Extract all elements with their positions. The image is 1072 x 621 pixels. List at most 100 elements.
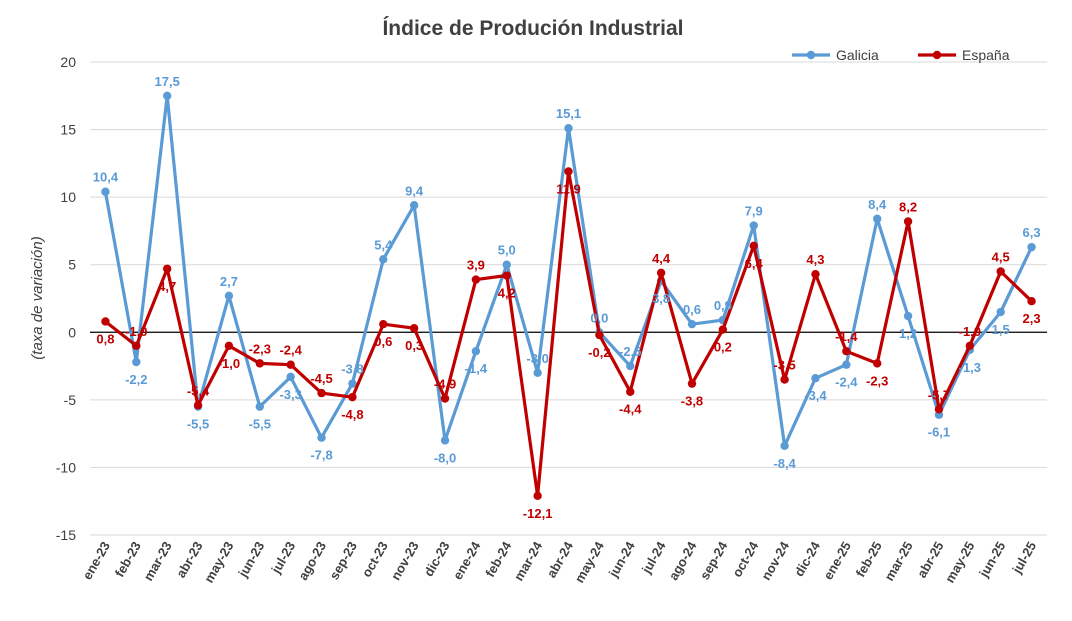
- data-point-galicia: [132, 357, 141, 367]
- y-tick-label: -5: [64, 392, 77, 408]
- x-tick-label: ago-24: [666, 538, 700, 582]
- data-label-espana: -4,4: [619, 402, 642, 417]
- data-label-espana: -5,4: [187, 383, 210, 398]
- data-point-galicia: [533, 368, 542, 378]
- data-label-espana: 4,2: [498, 286, 516, 301]
- data-point-galicia: [440, 436, 450, 445]
- data-label-espana: -3,8: [681, 394, 703, 409]
- data-point-galicia: [255, 402, 264, 411]
- data-point-espana: [101, 317, 110, 326]
- data-point-galicia: [286, 372, 295, 382]
- x-tick-label: mar-23: [140, 539, 174, 583]
- data-point-espana: [348, 392, 357, 402]
- data-label-espana: -12,1: [523, 506, 553, 521]
- data-point-espana: [873, 359, 882, 368]
- data-point-espana: [379, 319, 388, 329]
- data-label-espana: 0,2: [714, 340, 732, 355]
- x-tick-label: mar-25: [881, 539, 915, 583]
- data-point-espana: [811, 269, 820, 279]
- x-tick-label: jun-23: [235, 539, 268, 581]
- x-tick-label: ene-25: [820, 539, 854, 582]
- data-label-galicia: 1,2: [899, 326, 917, 341]
- data-point-galicia: [409, 201, 419, 210]
- data-label-espana: -2,3: [866, 373, 888, 388]
- data-label-galicia: 5,0: [498, 243, 516, 258]
- x-tick-label: oct-23: [359, 539, 391, 580]
- y-tick-label: 10: [60, 189, 76, 205]
- x-tick-label: abr-24: [544, 538, 577, 580]
- data-label-espana: 4,5: [992, 249, 1010, 264]
- data-point-galicia: [471, 347, 481, 356]
- data-point-espana: [656, 268, 666, 278]
- data-point-espana: [965, 341, 975, 350]
- data-label-galicia: 6,3: [1023, 225, 1041, 240]
- data-label-galicia: -8,0: [434, 450, 456, 465]
- data-point-galicia: [101, 187, 110, 196]
- data-point-galicia: [224, 291, 234, 300]
- data-point-espana: [749, 241, 758, 250]
- x-tick-label: jun-24: [605, 538, 638, 580]
- data-label-espana: 4,3: [806, 252, 824, 267]
- data-label-galicia: 0,0: [590, 310, 608, 325]
- data-point-espana: [996, 267, 1005, 276]
- x-tick-label: sep-23: [326, 539, 360, 582]
- data-point-galicia: [564, 124, 573, 133]
- data-point-espana: [780, 375, 789, 384]
- data-label-galicia: 10,4: [93, 170, 119, 185]
- data-point-galicia: [1027, 242, 1036, 252]
- x-tick-label: abr-23: [173, 539, 206, 580]
- data-label-galicia: 15,1: [556, 106, 581, 121]
- data-label-espana: 3,9: [467, 258, 485, 273]
- data-point-espana: [934, 405, 944, 414]
- data-label-galicia: 5,4: [374, 237, 393, 252]
- data-label-galicia: -8,4: [773, 456, 796, 471]
- data-point-espana: [626, 387, 635, 396]
- x-tick-label: nov-24: [758, 538, 792, 582]
- y-axis-ticks: 20 15 10 5 0 -5 -10 -15: [56, 54, 76, 543]
- data-label-espana: -1,0: [959, 324, 981, 339]
- data-label-espana: -1,0: [218, 356, 240, 371]
- chart-title: Índice de Produción Industrial: [382, 17, 683, 40]
- data-label-galicia: -2,5: [619, 344, 641, 359]
- data-label-espana: 6,4: [745, 256, 764, 271]
- data-point-espana: [224, 341, 234, 350]
- data-point-galicia: [348, 379, 357, 388]
- data-point-espana: [903, 217, 913, 226]
- data-label-galicia: 7,9: [745, 204, 763, 219]
- data-label-espana: -2,3: [249, 341, 271, 356]
- data-point-espana: [595, 330, 604, 340]
- y-tick-label: -15: [56, 527, 76, 543]
- data-label-espana: -5,7: [928, 387, 950, 402]
- data-point-espana: [193, 401, 203, 410]
- data-point-galicia: [162, 91, 172, 100]
- data-label-galicia: 9,4: [405, 183, 424, 198]
- y-tick-label: 15: [60, 122, 76, 138]
- data-label-galicia: -3,8: [341, 362, 363, 377]
- data-label-espana: -3,5: [773, 358, 795, 373]
- data-point-espana: [471, 275, 481, 284]
- data-label-espana: 0,3: [405, 338, 423, 353]
- data-label-galicia: -5,5: [187, 417, 209, 432]
- data-point-espana: [162, 264, 172, 273]
- legend-marker-galicia: [806, 50, 816, 60]
- y-tick-label: 0: [68, 324, 76, 340]
- x-tick-label: may-25: [942, 539, 977, 585]
- x-tick-label: jul-23: [268, 539, 298, 577]
- y-tick-label: -10: [56, 459, 76, 475]
- x-tick-label: feb-23: [112, 539, 144, 580]
- data-label-espana: -1,4: [835, 329, 858, 344]
- x-tick-label: dic-24: [791, 538, 823, 579]
- data-label-galicia: -3,3: [279, 387, 301, 402]
- x-tick-label: mar-24: [511, 538, 546, 583]
- data-point-galicia: [379, 255, 388, 264]
- data-label-espana: 4,7: [158, 279, 176, 294]
- x-tick-label: feb-25: [853, 539, 885, 580]
- data-point-galicia: [317, 433, 326, 442]
- data-label-galicia: -1,4: [465, 361, 488, 376]
- data-label-galicia: -7,8: [310, 448, 332, 463]
- x-tick-label: abr-25: [914, 539, 947, 580]
- data-label-galicia: 1,5: [992, 322, 1010, 337]
- data-point-galicia: [903, 311, 913, 321]
- data-label-galicia: 0,9: [714, 298, 732, 313]
- data-point-espana: [687, 379, 697, 388]
